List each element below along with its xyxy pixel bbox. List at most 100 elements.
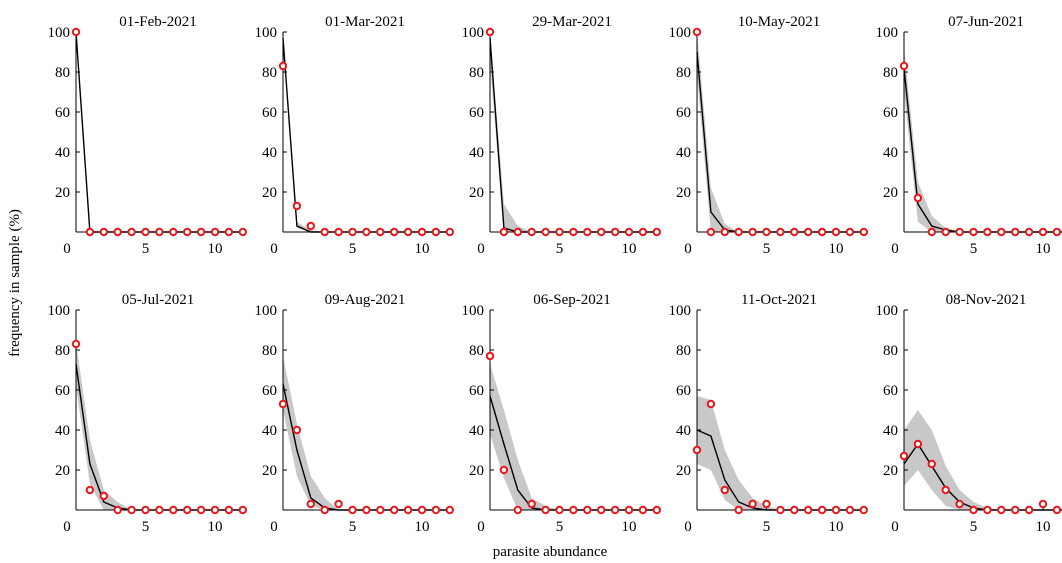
y-tick-label: 40 — [469, 145, 484, 161]
x-tick-label: 0 — [891, 519, 899, 535]
observed-point — [555, 505, 564, 515]
observed-point — [85, 485, 95, 495]
panel-title: 10-May-2021 — [738, 14, 821, 30]
model-line — [282, 37, 450, 233]
y-tick-label: 80 — [262, 65, 277, 81]
observed-point — [334, 499, 343, 509]
y-axis-title: frequency in sample (%) — [7, 209, 23, 357]
observed-point — [652, 505, 661, 515]
y-tick-label: 40 — [55, 145, 70, 161]
y-tick-label: 20 — [262, 463, 277, 479]
observed-point — [941, 485, 950, 495]
observed-point — [1024, 227, 1034, 237]
y-tick-label: 80 — [883, 65, 898, 81]
observed-point — [485, 27, 495, 37]
observed-point — [638, 227, 648, 237]
observed-point — [720, 227, 729, 237]
observed-point — [638, 505, 648, 515]
observed-point — [499, 465, 509, 475]
observed-point — [417, 505, 427, 515]
observed-point — [224, 505, 234, 515]
y-tick-label: 20 — [55, 463, 70, 479]
observed-point — [113, 505, 122, 515]
observed-point — [776, 505, 785, 515]
x-tick-label: 10 — [208, 241, 223, 257]
observed-point — [306, 499, 315, 509]
panel-08-Nov-2021: 08-Nov-2021 20 40 60 80 100 0 5 10 — [876, 292, 1062, 535]
y-tick-label: 60 — [883, 105, 898, 121]
x-tick-label: 5 — [970, 241, 978, 257]
observed-point — [445, 505, 454, 515]
panel-title: 07-Jun-2021 — [948, 14, 1024, 30]
observed-point — [748, 499, 757, 509]
confidence-band — [76, 342, 243, 510]
observed-point — [513, 505, 522, 515]
observed-point — [417, 227, 427, 237]
observed-point — [376, 505, 385, 515]
x-tick-label: 10 — [829, 519, 844, 535]
y-tick-label: 100 — [48, 303, 71, 319]
x-tick-label: 0 — [891, 241, 899, 257]
observed-point — [610, 505, 620, 515]
observed-point — [817, 505, 827, 515]
x-tick-label: 10 — [622, 519, 637, 535]
x-tick-label: 5 — [556, 241, 564, 257]
model-line — [75, 31, 243, 233]
panel-title: 08-Nov-2021 — [946, 292, 1027, 308]
model-line — [696, 51, 864, 233]
y-tick-label: 20 — [676, 185, 691, 201]
observed-point — [169, 505, 178, 515]
panel-title: 06-Sep-2021 — [533, 292, 611, 308]
observed-point — [196, 227, 206, 237]
observed-point — [692, 27, 702, 37]
observed-point — [238, 505, 248, 515]
observed-point — [610, 227, 620, 237]
y-tick-label: 60 — [262, 383, 277, 399]
y-tick-label: 80 — [469, 65, 484, 81]
y-tick-label: 60 — [262, 105, 277, 121]
panel-title: 05-Jul-2021 — [122, 292, 195, 308]
observed-point — [1052, 227, 1062, 237]
observed-point — [734, 505, 743, 515]
x-tick-label: 0 — [477, 241, 485, 257]
observed-point — [390, 227, 399, 237]
y-tick-label: 80 — [469, 343, 484, 359]
observed-point — [541, 227, 550, 237]
observed-point — [1011, 505, 1020, 515]
x-tick-label: 0 — [684, 519, 692, 535]
y-tick-label: 80 — [676, 65, 691, 81]
y-tick-label: 100 — [462, 303, 485, 319]
observed-point — [513, 227, 522, 237]
y-tick-label: 40 — [883, 423, 898, 439]
observed-point — [583, 505, 592, 515]
y-tick-label: 80 — [55, 343, 70, 359]
observed-point — [403, 505, 413, 515]
observed-point — [831, 227, 841, 237]
observed-point — [776, 227, 785, 237]
observed-point — [71, 27, 81, 37]
panel-01-Feb-2021: 01-Feb-2021 20 40 60 80 100 0 5 10 — [48, 14, 248, 257]
observed-point — [348, 227, 357, 237]
observed-point — [624, 227, 634, 237]
y-tick-label: 40 — [676, 423, 691, 439]
observed-point — [913, 439, 923, 449]
observed-point — [431, 227, 441, 237]
observed-point — [390, 505, 399, 515]
observed-point — [997, 227, 1006, 237]
y-tick-label: 60 — [469, 383, 484, 399]
observed-point — [445, 227, 454, 237]
observed-point — [624, 505, 634, 515]
observed-point — [597, 505, 606, 515]
observed-point — [541, 505, 550, 515]
y-tick-label: 40 — [883, 145, 898, 161]
observed-point — [169, 227, 178, 237]
observed-point — [238, 227, 248, 237]
observed-point — [706, 399, 716, 409]
observed-point — [927, 459, 936, 469]
observed-point — [845, 227, 855, 237]
observed-point — [762, 499, 771, 509]
observed-point — [804, 227, 813, 237]
panel-title: 29-Mar-2021 — [532, 14, 612, 30]
